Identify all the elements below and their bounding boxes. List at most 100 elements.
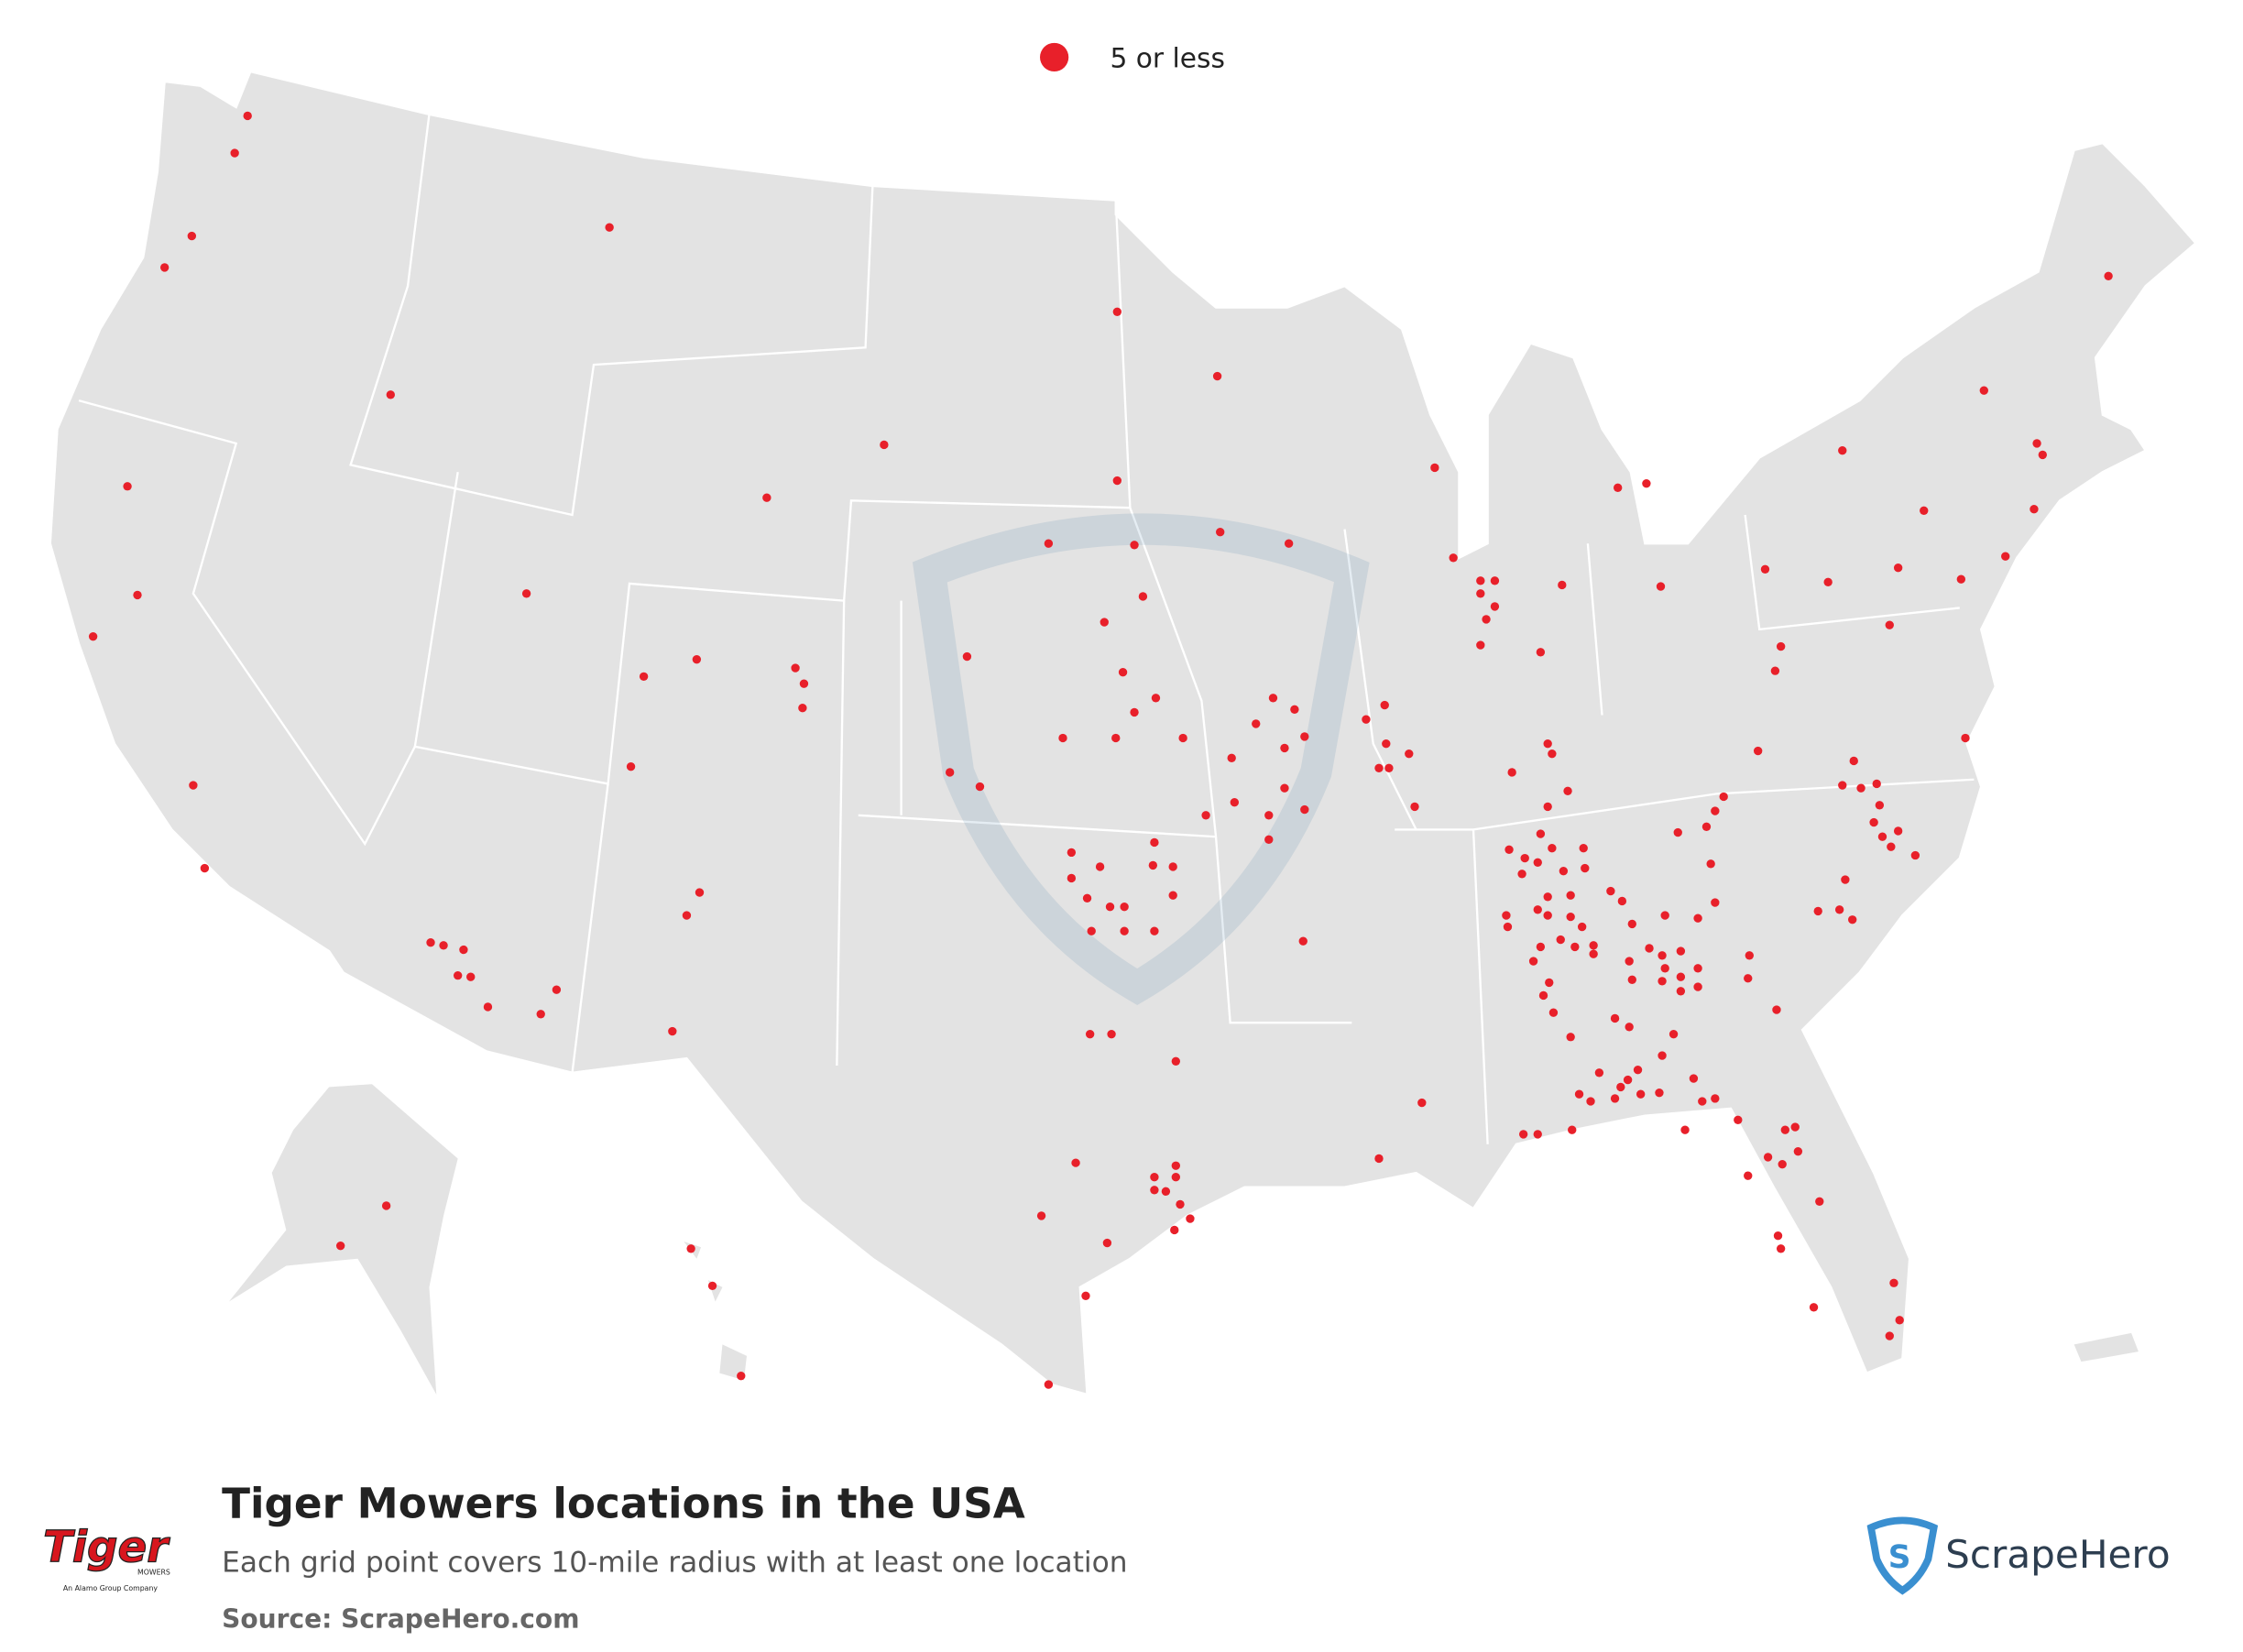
location-dot xyxy=(1574,1089,1584,1099)
location-dot xyxy=(552,985,562,994)
location-dot xyxy=(1430,463,1439,473)
location-dot xyxy=(1490,576,1500,585)
location-dot xyxy=(1834,905,1844,914)
location-dot xyxy=(1910,850,1920,860)
location-dot xyxy=(1212,371,1222,381)
location-dot xyxy=(1838,781,1847,790)
location-dot xyxy=(686,1244,695,1253)
location-dot xyxy=(1150,1186,1159,1195)
location-dot xyxy=(1176,1199,1185,1209)
location-dot xyxy=(1841,875,1850,884)
location-dot xyxy=(1120,926,1129,935)
location-dot xyxy=(2032,439,2041,448)
contiguous-us xyxy=(49,70,2198,1396)
location-dot xyxy=(1658,951,1667,960)
state-border xyxy=(1343,514,1975,1144)
location-dot xyxy=(1264,811,1274,820)
location-dot xyxy=(1482,615,1491,624)
location-dot xyxy=(1581,863,1590,873)
location-dot xyxy=(1701,822,1712,831)
location-dot xyxy=(1227,753,1236,763)
location-dot xyxy=(243,111,252,121)
location-dot xyxy=(1778,1160,1787,1169)
footer: Tiger MOWERS An Alamo Group Company Tige… xyxy=(42,1479,2170,1634)
location-dot xyxy=(1405,749,1414,759)
location-dot xyxy=(386,390,395,399)
location-dot xyxy=(1417,1098,1427,1108)
location-dot xyxy=(1044,539,1054,548)
location-dot xyxy=(1171,1056,1181,1066)
location-dot xyxy=(1362,715,1371,724)
location-dot xyxy=(1476,576,1485,585)
location-dot xyxy=(1171,1173,1181,1182)
source: Source: ScrapeHero.com xyxy=(222,1603,579,1634)
location-dot xyxy=(1382,739,1391,749)
location-dot xyxy=(962,651,972,662)
location-dot xyxy=(1374,1154,1384,1164)
location-dot xyxy=(707,1281,717,1291)
location-dot xyxy=(1623,1075,1633,1085)
state-borders xyxy=(78,114,1975,1144)
location-dot xyxy=(799,679,809,688)
brand-logo-sub: MOWERS xyxy=(137,1569,170,1577)
location-dot xyxy=(1669,1029,1679,1039)
location-dot xyxy=(1536,648,1546,657)
location-dot xyxy=(189,781,198,790)
location-dot xyxy=(1138,592,1148,601)
location-dot xyxy=(1543,892,1552,902)
location-dot xyxy=(668,1026,677,1036)
watermark xyxy=(912,513,1370,1006)
location-dot xyxy=(536,1010,545,1019)
location-dot xyxy=(1745,951,1754,960)
location-dot xyxy=(1151,694,1161,703)
location-dot xyxy=(1533,905,1542,914)
location-dot xyxy=(1071,1158,1080,1167)
location-dot xyxy=(1280,783,1289,793)
state-border xyxy=(349,114,874,517)
location-dot xyxy=(1449,553,1458,563)
location-dot xyxy=(1111,733,1121,743)
location-dot xyxy=(1770,666,1780,675)
location-dot xyxy=(1171,1161,1181,1170)
location-dot xyxy=(1660,911,1669,920)
location-dot xyxy=(1520,853,1529,863)
location-dot xyxy=(1676,972,1686,981)
location-dot xyxy=(1216,528,1225,537)
location-dot xyxy=(1613,483,1623,492)
location-dot xyxy=(1813,906,1822,916)
location-dot xyxy=(1170,1225,1179,1235)
location-dot xyxy=(1790,1122,1800,1132)
location-dot xyxy=(1067,873,1077,883)
location-dot xyxy=(639,672,649,682)
state-border xyxy=(413,200,1352,1073)
location-dot xyxy=(1617,896,1627,906)
provider-logo-mark: S xyxy=(1888,1539,1911,1576)
location-dot xyxy=(1875,801,1885,810)
location-dot xyxy=(1161,1187,1171,1197)
location-dot xyxy=(1148,860,1158,870)
location-dot xyxy=(453,970,463,980)
location-dot xyxy=(459,945,468,955)
location-dot xyxy=(1698,1097,1707,1106)
location-dot xyxy=(1100,618,1109,627)
location-dot xyxy=(123,482,132,491)
location-dot xyxy=(1815,1197,1824,1206)
land xyxy=(49,70,2198,1396)
location-dot xyxy=(1680,1125,1690,1134)
location-dot xyxy=(426,938,435,947)
location-dot xyxy=(1658,1051,1667,1060)
location-dot xyxy=(880,440,889,450)
location-dot xyxy=(1776,1244,1786,1253)
location-dot xyxy=(439,941,448,950)
location-dot xyxy=(1676,946,1686,956)
location-dot xyxy=(1517,870,1526,879)
location-dot xyxy=(1504,845,1514,854)
location-dot xyxy=(1543,911,1552,920)
provider-logo-shield xyxy=(1866,1516,1939,1595)
location-dot xyxy=(1887,842,1896,851)
location-dot xyxy=(1693,964,1702,973)
location-dot xyxy=(1130,707,1139,717)
location-dot xyxy=(1606,886,1615,896)
alaska xyxy=(228,1084,458,1395)
location-dot xyxy=(1044,1380,1054,1389)
